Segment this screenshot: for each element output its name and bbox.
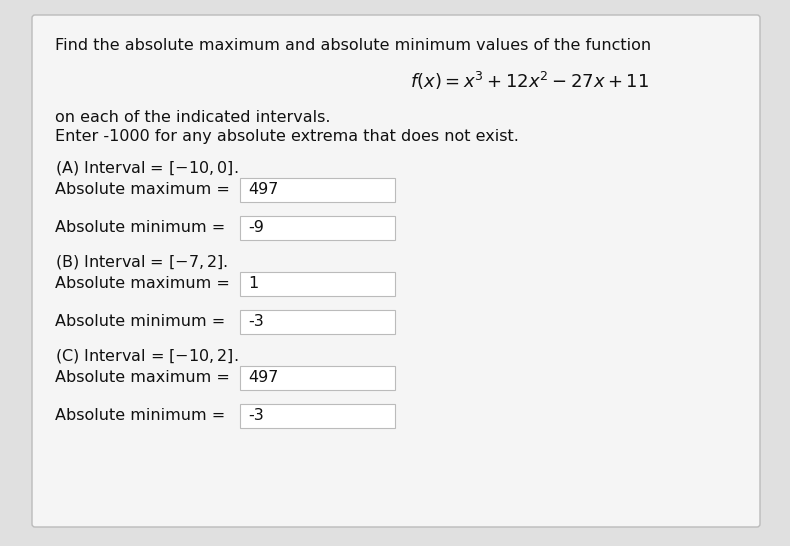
Text: Absolute maximum =: Absolute maximum =: [55, 371, 235, 385]
Text: Absolute minimum =: Absolute minimum =: [55, 221, 231, 235]
Text: (A) Interval = $[-10, 0]$.: (A) Interval = $[-10, 0]$.: [55, 159, 239, 177]
Text: Absolute minimum =: Absolute minimum =: [55, 408, 231, 424]
Text: 497: 497: [248, 371, 278, 385]
Text: Absolute maximum =: Absolute maximum =: [55, 276, 235, 292]
Text: (C) Interval = $[-10, 2]$.: (C) Interval = $[-10, 2]$.: [55, 347, 239, 365]
FancyBboxPatch shape: [240, 216, 395, 240]
Text: Find the absolute maximum and absolute minimum values of the function: Find the absolute maximum and absolute m…: [55, 39, 651, 54]
FancyBboxPatch shape: [240, 272, 395, 296]
Text: Absolute minimum =: Absolute minimum =: [55, 314, 231, 329]
Text: -3: -3: [248, 408, 264, 424]
Text: (B) Interval = $[-7, 2]$.: (B) Interval = $[-7, 2]$.: [55, 253, 228, 271]
Text: -3: -3: [248, 314, 264, 329]
FancyBboxPatch shape: [240, 178, 395, 202]
FancyBboxPatch shape: [32, 15, 760, 527]
Text: Absolute maximum =: Absolute maximum =: [55, 182, 235, 198]
Text: $f(x) = x^3 + 12x^2 - 27x + 11$: $f(x) = x^3 + 12x^2 - 27x + 11$: [411, 70, 649, 92]
Text: 497: 497: [248, 182, 278, 198]
FancyBboxPatch shape: [240, 366, 395, 390]
FancyBboxPatch shape: [240, 404, 395, 428]
Text: -9: -9: [248, 221, 264, 235]
Text: 1: 1: [248, 276, 258, 292]
Text: on each of the indicated intervals.: on each of the indicated intervals.: [55, 110, 330, 126]
FancyBboxPatch shape: [240, 310, 395, 334]
Text: Enter -1000 for any absolute extrema that does not exist.: Enter -1000 for any absolute extrema tha…: [55, 128, 519, 144]
